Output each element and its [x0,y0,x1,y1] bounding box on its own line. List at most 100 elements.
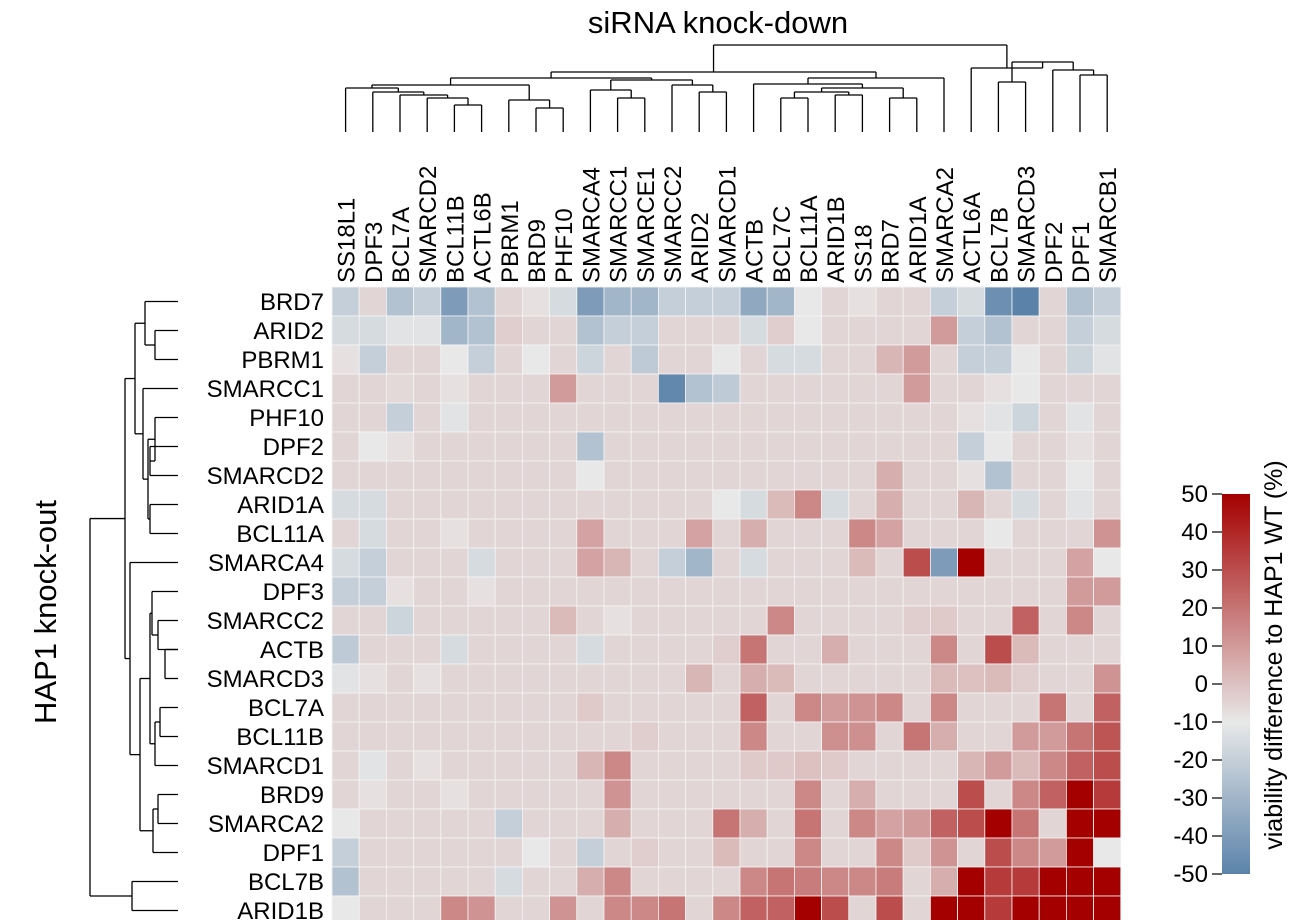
heatmap-cell [549,895,578,920]
heatmap-cell [494,605,523,636]
heatmap-cell [984,489,1013,520]
heatmap-cell [766,663,795,694]
heatmap-cell [576,315,605,346]
heatmap-cell [848,779,877,810]
heatmap-cell [440,721,469,752]
heatmap-cell [739,402,768,433]
heatmap-cell [549,315,578,346]
heatmap-cell [603,663,632,694]
heatmap-cell [930,489,959,520]
heatmap-cell [794,750,823,781]
column-label: ACTL6B [470,192,497,283]
heatmap-cell [739,866,768,897]
heatmap-cell [930,663,959,694]
heatmap-cell [630,547,659,578]
heatmap-cell [794,779,823,810]
heatmap-cell [739,808,768,839]
heatmap-cell [1038,692,1067,723]
heatmap-cell [522,315,551,346]
heatmap-cell [1093,373,1122,404]
heatmap-cell [358,286,387,317]
heatmap-cell [576,895,605,920]
color-scale-ticks: 50 40 30 20 10 0 -10 -20 -30 -40 -50 [1173,481,1222,888]
heatmap-cell [902,721,931,752]
heatmap-cell [549,518,578,549]
heatmap-cell [413,547,442,578]
heatmap-cell [630,750,659,781]
heatmap-cell [576,460,605,491]
heatmap-cell [685,315,714,346]
heatmap-cell [821,634,850,665]
heatmap-cell [603,315,632,346]
heatmap-cell [1038,373,1067,404]
heatmap-cell [658,779,687,810]
heatmap-cell [658,344,687,375]
heatmap-cell [630,837,659,868]
heatmap-cell [739,663,768,694]
heatmap-cell [766,895,795,920]
heatmap-cell [549,837,578,868]
heatmap-cell [1093,286,1122,317]
heatmap-cell [1038,750,1067,781]
heatmap-cell [930,315,959,346]
heatmap-cell [413,460,442,491]
heatmap-cell [494,518,523,549]
heatmap-cell [467,866,496,897]
row-label: DPF3 [263,579,324,606]
column-label: BRD7 [878,219,905,283]
heatmap-cell [658,315,687,346]
heatmap-cell [549,402,578,433]
heatmap-cell [467,837,496,868]
heatmap-cell [685,286,714,317]
heatmap-cell [957,489,986,520]
heatmap-cell [385,518,414,549]
heatmap-cell [739,576,768,607]
heatmap-cell [739,634,768,665]
heatmap-cell [1066,866,1095,897]
heatmap-cell [1066,663,1095,694]
heatmap-cell [902,547,931,578]
heatmap-cell [957,286,986,317]
heatmap-cell [1011,808,1040,839]
heatmap-cell [576,692,605,723]
heatmap-cell [385,402,414,433]
heatmap-cell [739,721,768,752]
heatmap-cell [875,547,904,578]
heatmap-cell [984,315,1013,346]
heatmap-cell [766,721,795,752]
heatmap-cell [1011,489,1040,520]
heatmap-cell [1011,895,1040,920]
heatmap-cell [358,460,387,491]
heatmap-cell [794,344,823,375]
heatmap-cell [984,605,1013,636]
heatmap-cell [957,634,986,665]
heatmap-cell [1011,286,1040,317]
heatmap-cell [1038,344,1067,375]
heatmap-cell [1038,576,1067,607]
heatmap-cell [358,518,387,549]
heatmap-cell [467,518,496,549]
heatmap-cell [385,866,414,897]
heatmap-cell [658,576,687,607]
heatmap-cell [385,286,414,317]
heatmap-cell [494,634,523,665]
heatmap-cell [930,286,959,317]
heatmap-cell [658,808,687,839]
heatmap-cell [1093,663,1122,694]
heatmap-cell [413,373,442,404]
heatmap-cell [1066,402,1095,433]
heatmap-cell [875,373,904,404]
heatmap-cell [549,663,578,694]
heatmap-cell [522,286,551,317]
heatmap-cell [440,895,469,920]
heatmap-cell [413,634,442,665]
heatmap-cell [413,315,442,346]
heatmap-cell [1093,634,1122,665]
heatmap-cell [630,431,659,462]
heatmap-cell [630,373,659,404]
heatmap-cell [467,750,496,781]
heatmap-cell [630,489,659,520]
heatmap-cell [984,692,1013,723]
column-label: SS18 [850,224,877,283]
